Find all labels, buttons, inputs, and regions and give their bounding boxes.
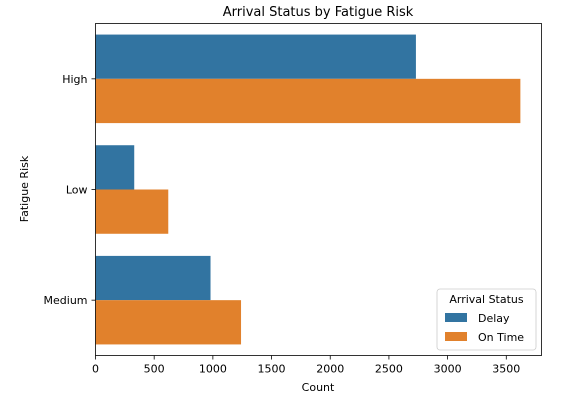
plot-frame xyxy=(95,23,542,356)
y-axis-label: Fatigue Risk xyxy=(18,155,31,222)
x-axis-label: Count xyxy=(302,381,335,394)
y-axis-ticks: High Low Medium xyxy=(44,73,96,307)
x-tick-label: 2000 xyxy=(316,363,344,376)
bar-high-on-time xyxy=(95,78,521,124)
bar-high-delay xyxy=(95,34,416,79)
x-tick-label: 3000 xyxy=(434,363,462,376)
x-tick-label: 2500 xyxy=(375,363,403,376)
x-axis-ticks: 0 500 1000 1500 2000 2500 3000 3500 xyxy=(92,355,520,376)
x-tick-label: 1500 xyxy=(258,363,286,376)
bar-low-on-time xyxy=(95,189,169,234)
y-tick-label: Low xyxy=(66,184,88,197)
x-tick-label: 1000 xyxy=(199,363,227,376)
bars-group xyxy=(95,34,521,345)
legend-title: Arrival Status xyxy=(449,293,524,306)
y-tick-label: Medium xyxy=(44,294,88,307)
legend-swatch-on-time xyxy=(445,332,467,341)
chart-title: Arrival Status by Fatigue Risk xyxy=(223,5,414,20)
x-tick-label: 3500 xyxy=(492,363,520,376)
bar-medium-on-time xyxy=(95,300,242,345)
legend-label-on-time: On Time xyxy=(478,331,524,344)
legend-swatch-delay xyxy=(445,313,467,322)
x-tick-label: 0 xyxy=(92,363,99,376)
x-tick-label: 500 xyxy=(144,363,165,376)
y-tick-label: High xyxy=(62,73,87,86)
bar-low-delay xyxy=(95,145,135,190)
legend-label-delay: Delay xyxy=(478,312,510,325)
legend: Arrival Status Delay On Time xyxy=(436,288,537,351)
bar-medium-delay xyxy=(95,255,211,301)
